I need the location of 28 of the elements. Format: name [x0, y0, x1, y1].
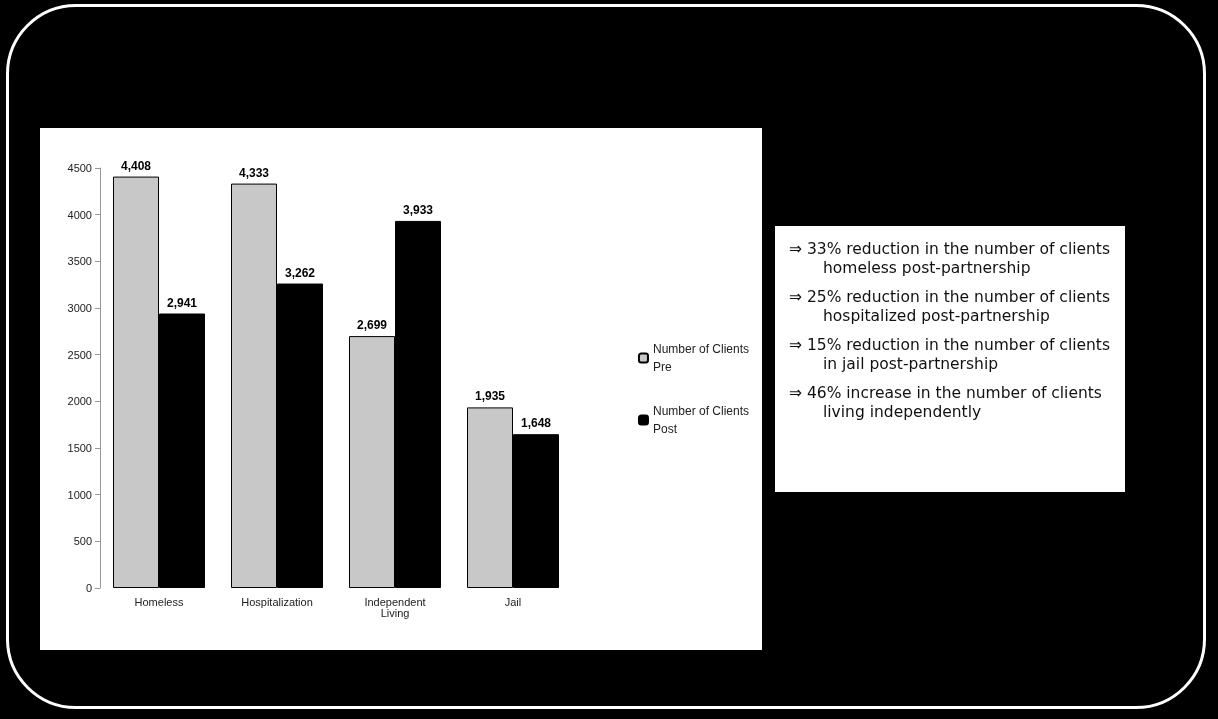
legend-label: Number of Clients Post [652, 404, 750, 436]
y-tick-label: 500 [73, 535, 92, 548]
y-tick-label: 2000 [67, 395, 92, 408]
data-label: 1,648 [520, 416, 552, 431]
y-tick-label: 3500 [67, 255, 92, 268]
text: ⇒ 15% reduction in the number of clients in jail post-partnership [789, 336, 1112, 374]
data-label: 2,699 [356, 318, 388, 333]
y-tick-label: 3000 [67, 302, 92, 314]
data-label: 1,935 [474, 389, 506, 404]
data-label: 4,333 [238, 165, 270, 180]
y-tick-label: 2500 [67, 348, 92, 361]
legend-label: Number of Clients Pre [652, 342, 750, 374]
data-label: 3,262 [284, 265, 316, 280]
x-tick-label: Independent Living [364, 595, 426, 619]
text: ⇒ 33% reduction in the number of clients homeless post-partnership [789, 240, 1112, 278]
text: ⇒ 46% increase in the number of clients living independently [789, 384, 1103, 422]
data-label: 4,408 [120, 158, 152, 173]
data-label: 2,941 [166, 295, 198, 310]
x-tick-label: Jail [504, 595, 522, 608]
y-tick-label: 4500 [67, 162, 92, 174]
x-tick-label: Homeless [134, 595, 184, 608]
x-tick-label: Hospitalization [241, 595, 313, 608]
y-tick-label: 1500 [67, 442, 92, 454]
y-tick-label: 4000 [67, 208, 92, 221]
data-label: 3,933 [402, 202, 434, 217]
y-tick-label: 0 [85, 582, 92, 594]
text: ⇒ 25% reduction in the number of clients hospitalized post-partnership [789, 288, 1112, 326]
y-tick-label: 1000 [67, 488, 92, 501]
